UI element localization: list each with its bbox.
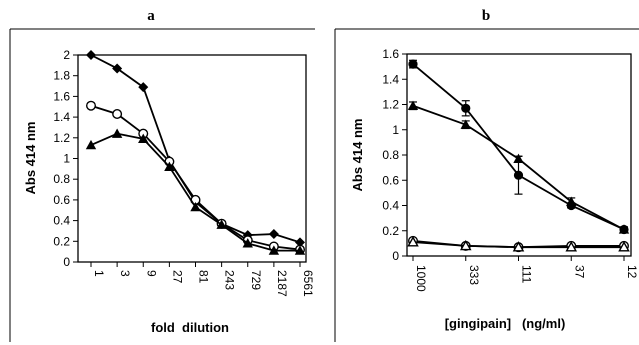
panel-b-series-4-point bbox=[618, 241, 630, 252]
panel-a-y-tick-label: 0.4 bbox=[53, 214, 70, 228]
panel-a-series-3-point bbox=[242, 238, 253, 248]
panel-a-series-1-point bbox=[112, 63, 123, 74]
panel-b-x-tick-label: 111 bbox=[520, 265, 534, 284]
panel-a-y-tick-label: 1.6 bbox=[53, 89, 70, 103]
panel-a-series-2-point bbox=[85, 100, 96, 111]
panel-a-series-1 bbox=[86, 50, 305, 248]
panel-a-series-3-point bbox=[138, 133, 149, 143]
panel-b-x-tick-label: 1000 bbox=[414, 265, 428, 292]
panel-b-series-2 bbox=[407, 100, 630, 234]
panel-a-series-3-line bbox=[90, 132, 300, 252]
panel-a-series-1-point bbox=[86, 50, 96, 60]
panel-a-series-3-point bbox=[85, 139, 97, 150]
panel-a-series-3-point bbox=[216, 219, 227, 229]
panel-a-letter: a bbox=[147, 8, 155, 24]
panel-a-x-tick-label: 2187 bbox=[275, 270, 289, 297]
panel-a-x-tick-label: 243 bbox=[223, 270, 237, 290]
panel-b-y-tick-label: 0.6 bbox=[382, 173, 399, 187]
panel-b-series bbox=[407, 59, 630, 253]
panel-b-x-ticks: 1000 333 111 37 12 bbox=[412, 256, 639, 292]
panel-b-series-4-point bbox=[565, 241, 578, 252]
panel-b-series-1-point bbox=[513, 170, 524, 180]
panel-a-y-tick-label: 1.4 bbox=[53, 110, 70, 124]
panel-b-series-4-point bbox=[512, 241, 525, 252]
panel-a-y-tick-label: 0 bbox=[63, 255, 70, 269]
panel-b-x-tick-label: 37 bbox=[572, 265, 586, 279]
panel-b-y-tick-label: 1.6 bbox=[382, 47, 399, 61]
panel-a-x-ticks: 1 3 9 27 81 243 729 2187 6561 bbox=[90, 262, 315, 297]
panel-a-series-3-point bbox=[111, 128, 123, 138]
panel-a-y-axis-title: Abs 414 nm bbox=[23, 122, 38, 195]
panel-b-series-2-point bbox=[618, 224, 630, 234]
panel-b-series-1-point bbox=[408, 59, 418, 69]
panel-a-y-ticks: 0 0.2 0.4 0.6 0.8 1 1.2 1.4 1.6 1.8 2 bbox=[53, 48, 78, 269]
panel-b-y-tick-label: 0 bbox=[392, 249, 399, 263]
panel-b-series-2-point bbox=[513, 153, 524, 163]
panel-a-series-1-line bbox=[90, 54, 301, 244]
panel-b-y-tick-label: 0.2 bbox=[382, 224, 399, 238]
panel-a-x-tick-label: 729 bbox=[249, 270, 263, 290]
panel-b-x-axis-title: [gingipain] (ng/ml) bbox=[445, 316, 566, 331]
panel-b-series-2-point bbox=[407, 100, 419, 110]
panel-a-x-tick-label: 81 bbox=[197, 270, 211, 284]
panel-a-series-1-point bbox=[268, 229, 279, 240]
panel-a-series-1-point bbox=[295, 237, 305, 248]
panel-b-series-1-point bbox=[461, 103, 471, 113]
panel-a-series-2 bbox=[85, 100, 306, 255]
panel-b-letter: b bbox=[482, 8, 490, 24]
panel-a-x-tick-label: 6561 bbox=[301, 270, 315, 297]
panel-a-series-3-point bbox=[190, 201, 201, 212]
panel-a-series-3-point bbox=[294, 245, 306, 255]
panel-b-series-2-point bbox=[460, 119, 471, 129]
panel-a-y-tick-label: 0.2 bbox=[53, 234, 70, 248]
panel-a-series-3-point bbox=[164, 161, 175, 171]
panel-a-y-tick-label: 1 bbox=[63, 152, 70, 166]
panel-b-y-axis-title: Abs 414 nm bbox=[350, 119, 365, 192]
panel-a-x-tick-label: 1 bbox=[92, 270, 106, 277]
panel-a-series-1-point bbox=[138, 82, 149, 93]
panel-b-series-4-point bbox=[407, 236, 419, 247]
panel-b-series-4 bbox=[407, 236, 630, 252]
panel-a-x-axis-title: fold dilution bbox=[151, 320, 229, 335]
panel-a-x-tick-label: 3 bbox=[118, 270, 132, 277]
panel-a-series-2-line bbox=[90, 104, 301, 251]
panel-a-series-3 bbox=[85, 128, 306, 255]
panel-a-y-tick-label: 0.6 bbox=[53, 193, 70, 207]
panel-b-y-tick-label: 0.8 bbox=[382, 148, 399, 162]
panel-b-chart: b 0 0.2 0.4 0.6 0.8 1 1.2 1.4 1.6 1000 333 111 37 12… bbox=[334, 8, 639, 342]
panel-b-x-tick-label: 12 bbox=[625, 265, 639, 279]
panel-a-y-tick-label: 2 bbox=[63, 48, 70, 62]
panel-a-x-tick-label: 27 bbox=[170, 270, 184, 284]
panel-a-series bbox=[85, 50, 306, 255]
panel-b-y-ticks: 0 0.2 0.4 0.6 0.8 1 1.2 1.4 1.6 bbox=[382, 47, 407, 263]
panel-a-series-3-point bbox=[268, 245, 280, 255]
panel-b-y-tick-label: 1.2 bbox=[382, 98, 399, 112]
panel-b-y-tick-label: 1 bbox=[392, 123, 399, 137]
panel-a-chart: a 0 0.2 0.4 0.6 0.8 1 1.2 1.4 1.6 1.8 2 1 3 9 27 81 243… bbox=[9, 8, 315, 342]
panel-a-y-tick-label: 1.2 bbox=[53, 131, 70, 145]
panel-b-series-1-line bbox=[412, 63, 625, 231]
panel-b-series-1 bbox=[408, 59, 629, 235]
panel-a-y-tick-label: 1.8 bbox=[53, 69, 70, 83]
panel-b-x-tick-label: 333 bbox=[467, 265, 481, 285]
panel-b-y-tick-label: 0.4 bbox=[382, 199, 399, 213]
panel-b-series-4-point bbox=[459, 239, 472, 251]
panel-a-x-tick-label: 9 bbox=[144, 270, 158, 277]
panel-b-y-tick-label: 1.4 bbox=[382, 72, 399, 86]
panel-b-series-2-point bbox=[566, 196, 577, 206]
panel-a-y-tick-label: 0.8 bbox=[53, 172, 70, 186]
panel-a-series-2-point bbox=[112, 108, 123, 119]
panel-a-plot-area bbox=[77, 54, 307, 263]
